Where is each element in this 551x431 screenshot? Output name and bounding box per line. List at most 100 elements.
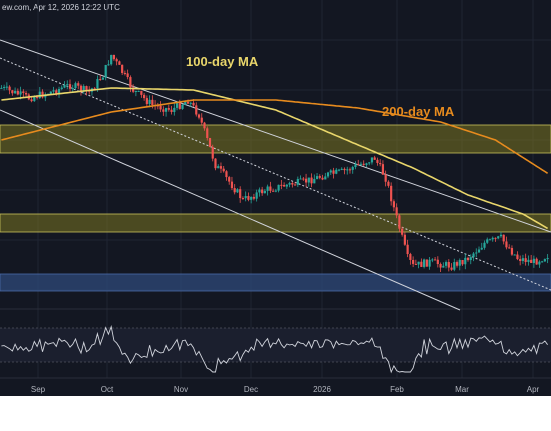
candle-body: [390, 185, 393, 202]
resistance-zone: [0, 124, 551, 154]
candle-body: [521, 258, 525, 261]
candle-body: [22, 91, 25, 93]
candle-body: [247, 196, 250, 200]
candle-body: [60, 87, 63, 89]
candle-body: [269, 186, 272, 191]
candle-body: [200, 117, 203, 123]
candle-body: [510, 248, 514, 255]
candle-body: [66, 84, 69, 86]
candle-body: [469, 257, 472, 261]
candle-body: [379, 162, 382, 165]
candle-body: [277, 184, 280, 191]
candle-body: [118, 61, 121, 65]
candle-body: [384, 174, 387, 182]
candle-body: [217, 166, 220, 169]
candle-body: [354, 164, 357, 168]
candle-body: [123, 72, 126, 74]
candle-body: [357, 164, 360, 166]
candle-body: [283, 185, 286, 187]
ma100-line: [1, 87, 549, 230]
candle-body: [326, 172, 330, 177]
candle-body: [343, 168, 346, 171]
candle-body: [192, 102, 195, 106]
candle-body: [178, 103, 181, 109]
candle-body: [203, 122, 206, 129]
candle-body: [38, 91, 41, 98]
candle-body: [472, 253, 475, 258]
candle-body: [274, 190, 277, 192]
candle-body: [453, 262, 456, 270]
candle-body: [412, 259, 415, 264]
candle-body: [527, 259, 530, 263]
candle-body: [392, 201, 396, 208]
candle-body: [304, 178, 308, 183]
candle-body: [532, 258, 536, 263]
candle-body: [222, 168, 225, 172]
candle-body: [403, 234, 406, 245]
candle-body: [417, 261, 420, 265]
candle-body: [96, 79, 99, 89]
candle-body: [230, 181, 234, 189]
candle-body: [310, 177, 313, 184]
candle-body: [184, 101, 187, 105]
candle-body: [543, 259, 546, 262]
candle-body: [519, 259, 522, 261]
candle-body: [208, 138, 212, 147]
candle-body: [387, 181, 390, 186]
candle-body: [159, 105, 162, 110]
candle-body: [99, 79, 102, 81]
candle-body: [299, 178, 302, 180]
candle-body: [110, 54, 113, 65]
candle-body: [211, 146, 214, 159]
candle-body: [30, 99, 33, 102]
candle-body: [458, 259, 461, 266]
candle-body: [340, 168, 343, 170]
candle-body: [401, 228, 404, 235]
candle-body: [425, 259, 428, 267]
candle-body: [189, 102, 192, 104]
candle-body: [288, 182, 291, 185]
candle-body: [302, 178, 305, 180]
candle-body: [546, 258, 549, 260]
rsi-line: [1, 325, 548, 374]
candle-body: [313, 179, 316, 184]
candle-body: [483, 242, 486, 248]
candle-body: [16, 90, 19, 95]
candle-body: [107, 64, 110, 66]
candle-body: [409, 254, 412, 260]
candle-body: [499, 234, 503, 237]
candle-body: [170, 109, 173, 113]
candle-body: [538, 261, 541, 265]
candle-body: [433, 259, 437, 261]
candle-body: [104, 64, 107, 78]
candle-body: [365, 163, 368, 165]
candle-body: [82, 86, 85, 91]
candle-body: [351, 167, 354, 170]
candle-body: [505, 241, 508, 248]
moving-averages: [1, 87, 549, 230]
candle-body: [55, 90, 58, 94]
candle-body: [530, 259, 533, 263]
candle-body: [239, 189, 242, 199]
candle-body: [348, 169, 352, 171]
candle-body: [115, 59, 118, 62]
candle-body: [455, 262, 459, 266]
x-tick-label: Dec: [244, 385, 258, 394]
candle-body: [164, 108, 168, 112]
candle-body: [315, 176, 319, 180]
candle-body: [461, 259, 464, 265]
candle-body: [362, 163, 365, 165]
candle-body: [329, 170, 332, 173]
x-tick-label: Nov: [174, 385, 188, 394]
candle-body: [450, 267, 453, 270]
candle-body: [497, 236, 500, 239]
candle-body: [35, 96, 39, 98]
candle-body: [428, 259, 431, 267]
candle-body: [376, 159, 379, 163]
candle-body: [439, 264, 442, 268]
candle-body: [447, 262, 450, 268]
channel-lines: [0, 39, 551, 311]
x-tick-label: Apr: [527, 385, 540, 394]
chart-header: ew.com, Apr 12, 2026 12:22 UTC: [2, 3, 120, 12]
candle-body: [63, 84, 66, 88]
